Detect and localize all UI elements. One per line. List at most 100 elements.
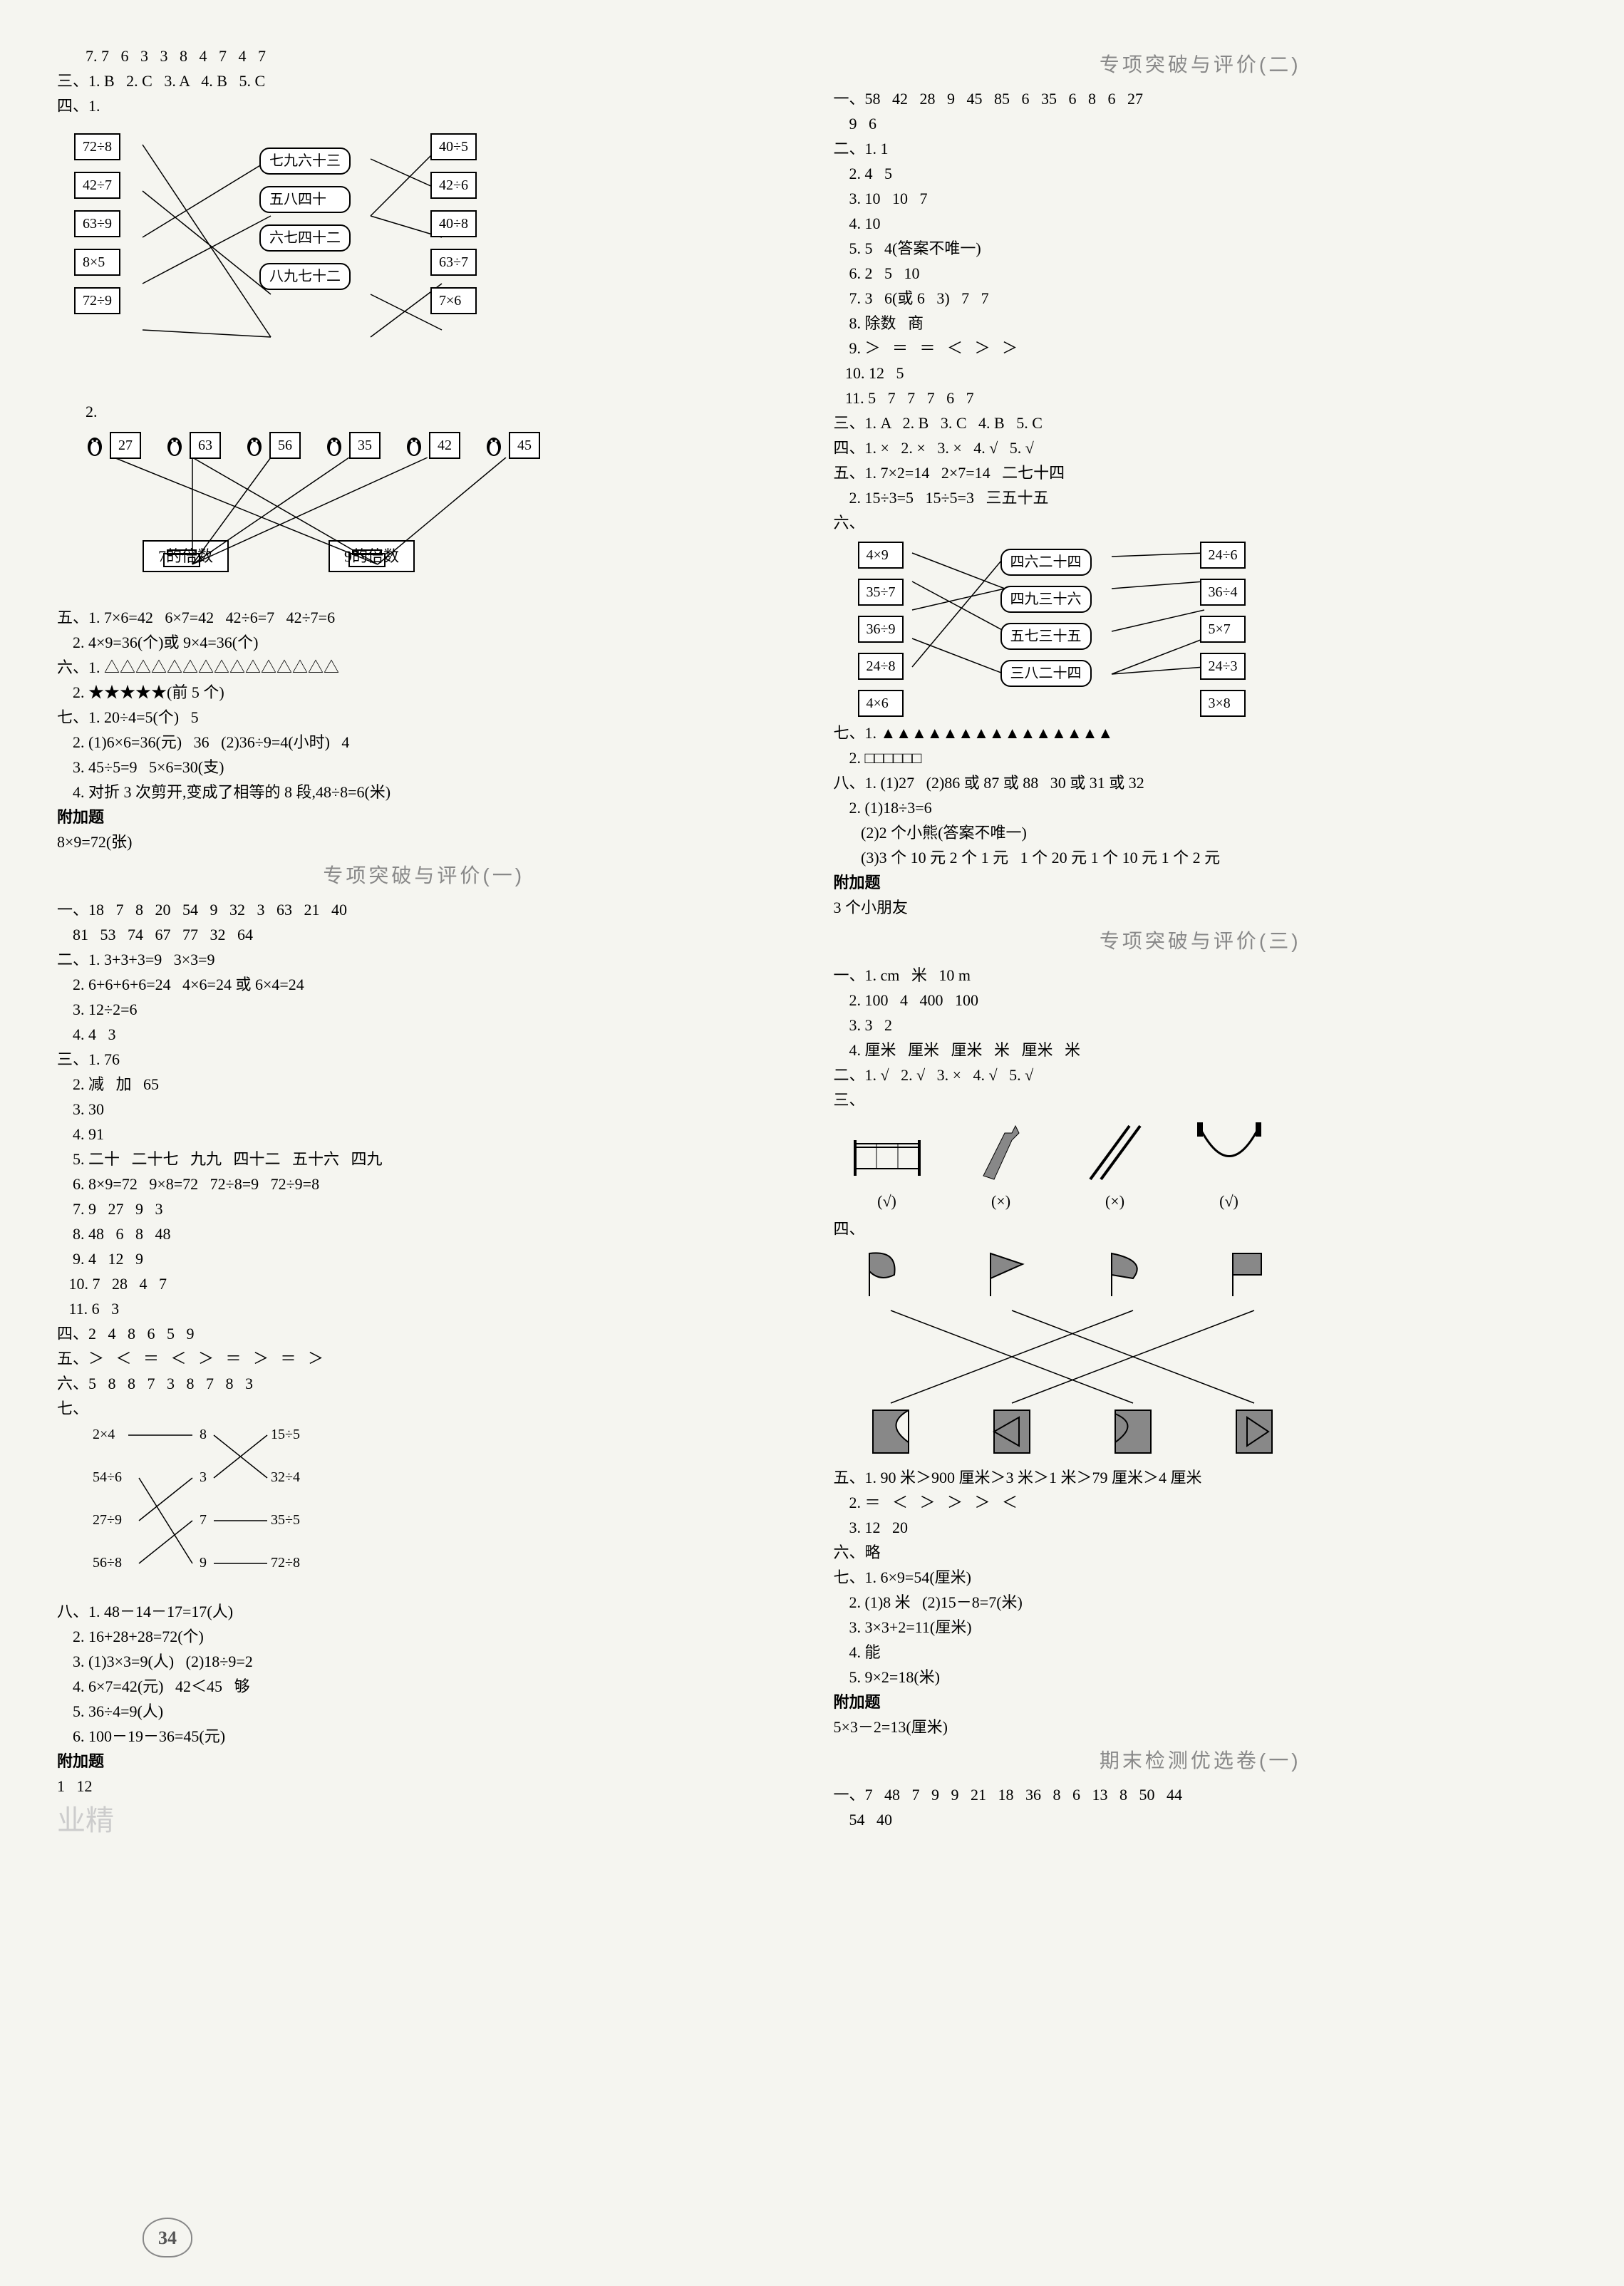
- ans-line: 2. (1)6×6=36(元) 36 (2)36÷9=4(小时) 4: [57, 730, 791, 754]
- ans-line: 3. 3 2: [834, 1013, 1568, 1037]
- ans-line: 3. 45÷5=9 5×6=30(支): [57, 755, 791, 779]
- expr: 54÷6: [93, 1469, 122, 1485]
- expr-box: 42÷7: [74, 172, 120, 199]
- phrase-pill: 三八二十四: [1000, 660, 1092, 687]
- expr-box: 63÷9: [74, 210, 120, 237]
- jumprope-icon: [1190, 1119, 1268, 1183]
- ans-line: 3. 10 10 7: [834, 187, 1568, 210]
- ans-line: 7. 7 6 3 3 8 4 7 4 7: [57, 44, 791, 68]
- ans-line: 9. 4 12 9: [57, 1247, 791, 1271]
- ans-line: 6. 100－19－36=45(元): [57, 1724, 791, 1748]
- ans-line: (3)3 个 10 元 2 个 1 元 1 个 20 元 1 个 10 元 1 …: [834, 846, 1568, 869]
- expr-box: 8×5: [74, 249, 120, 276]
- phrase-pill: 四六二十四: [1000, 549, 1092, 576]
- ans-line: 81 53 74 67 77 32 64: [57, 923, 791, 946]
- ans-line: 七、1. 20÷4=5(个) 5: [57, 705, 791, 729]
- expr-box: 35÷7: [858, 579, 904, 606]
- num-box: 42: [429, 432, 460, 459]
- ans-line: 2. □□□□□□: [834, 746, 1568, 770]
- expr-box: 7×6: [430, 287, 477, 314]
- ans-line: 五、1. 7×6=42 6×7=42 42÷6=7 42÷7=6: [57, 606, 791, 629]
- chopsticks-icon: [1076, 1119, 1154, 1183]
- flag-shape-icon: [862, 1403, 919, 1460]
- ans-line: 3. 30: [57, 1097, 791, 1121]
- ans-line: 二、1. √ 2. √ 3. × 4. √ 5. √: [834, 1063, 1568, 1087]
- ans-line: 6. 8×9=72 9×8=72 72÷8=9 72÷9=8: [57, 1172, 791, 1196]
- expr-box: 63÷7: [430, 249, 477, 276]
- expr: 2×4: [93, 1427, 115, 1442]
- ans-line: 六、5 8 8 7 3 8 7 8 3: [57, 1372, 791, 1395]
- expr-box: 24÷8: [858, 653, 904, 680]
- penguin-icon: [485, 434, 503, 457]
- object-row: (√) (×) (×) (√): [848, 1119, 1568, 1213]
- expr-box: 4×6: [858, 690, 904, 717]
- ans-line: 4. 能: [834, 1640, 1568, 1664]
- expr-box: 24÷3: [1200, 653, 1246, 680]
- section-title: 专项突破与评价(三): [834, 926, 1568, 956]
- ans-line: 5. 5 4(答案不唯一): [834, 237, 1568, 260]
- section-label: 四、1.: [57, 94, 791, 118]
- expr-box: 36÷9: [858, 616, 904, 643]
- ans-line: 二、1. 3+3+3=9 3×3=9: [57, 948, 791, 971]
- ans-line: 11. 6 3: [57, 1297, 791, 1320]
- ans-line: 五、1. 90 米＞900 厘米＞3 米＞1 米＞79 厘米＞4 厘米: [834, 1466, 1568, 1489]
- ans-line: 4. 91: [57, 1122, 791, 1146]
- ans-line: 六、1. △△△△△△△△△△△△△△△: [57, 656, 791, 679]
- ans-line: 2. (1)8 米 (2)15－8=7(米): [834, 1591, 1568, 1614]
- ans-line: 六、略: [834, 1541, 1568, 1564]
- ans-line: 八、1. (1)27 (2)86 或 87 或 88 30 或 31 或 32: [834, 771, 1568, 795]
- matching-diagram-1: 72÷8 42÷7 63÷9 8×5 72÷9 七九六十三 五八四十 六七四十二…: [57, 123, 599, 394]
- expr-box: 4×9: [858, 542, 904, 569]
- ans-line: 七、1. ▲▲▲▲▲▲▲▲▲▲▲▲▲▲▲: [834, 721, 1568, 745]
- ans-line: 10. 12 5: [834, 361, 1568, 385]
- extra-heading: 附加题: [834, 1690, 1568, 1714]
- num: 7: [200, 1512, 207, 1528]
- ans-line: 2. 15÷3=5 15÷5=3 三五十五: [834, 486, 1568, 510]
- ans-line: 三、1. A 2. B 3. C 4. B 5. C: [834, 411, 1568, 435]
- ans-line: 11. 5 7 7 7 6 7: [834, 386, 1568, 410]
- section-title: 专项突破与评价(二): [834, 50, 1568, 80]
- ans-line: 1 12: [57, 1774, 791, 1798]
- expr-box: 24÷6: [1200, 542, 1246, 569]
- ans-line: 4. 4 3: [57, 1023, 791, 1046]
- phrase-pill: 六七四十二: [259, 224, 351, 252]
- ans-line: 3. 12 20: [834, 1516, 1568, 1539]
- ans-line: 4. 厘米 厘米 厘米 米 厘米 米: [834, 1038, 1568, 1062]
- ans-line: 三、1. 76: [57, 1048, 791, 1071]
- expr: 35÷5: [271, 1512, 300, 1528]
- watermark: 业精: [57, 1799, 791, 1842]
- penguin-diagram: 27 63 56 35 42 45 7的倍数: [57, 429, 599, 600]
- expr: 32÷4: [271, 1469, 300, 1485]
- flag-match-diagram: [834, 1246, 1375, 1460]
- flag-icon: [862, 1246, 919, 1303]
- ans-line: 四、2 4 8 6 5 9: [57, 1322, 791, 1345]
- ans-line: 3 个小朋友: [834, 896, 1568, 919]
- section-label: 六、: [834, 511, 1568, 534]
- ans-line: 二、1. 1: [834, 137, 1568, 160]
- penguin-icon: [86, 434, 104, 457]
- penguin-icon: [325, 434, 343, 457]
- phrase-pill: 五七三十五: [1000, 623, 1092, 650]
- phrase-pill: 四九三十六: [1000, 586, 1092, 613]
- bed-icon: [848, 1119, 926, 1183]
- ans-line: 五、1. 7×2=14 2×7=14 二七十四: [834, 461, 1568, 485]
- page-badge: 34: [143, 2218, 192, 2257]
- ans-line: 七、1. 6×9=54(厘米): [834, 1566, 1568, 1589]
- flag-shape-icon: [1226, 1403, 1283, 1460]
- ans-line: 7. 3 6(或 6 3) 7 7: [834, 286, 1568, 310]
- expr-box: 5×7: [1200, 616, 1246, 643]
- expr: 56÷8: [93, 1555, 122, 1571]
- num: 9: [200, 1555, 207, 1571]
- ans-line: 2. 4×9=36(个)或 9×4=36(个): [57, 631, 791, 654]
- cross-match-diagram: 2×4 8 15÷5 54÷6 3 32÷4 27÷9 7 35÷5 56÷8 …: [86, 1424, 428, 1595]
- num-box: 63: [190, 432, 221, 459]
- ans-line: 五、＞ ＜ ＝ ＜ ＞ ＝ ＞ ＝ ＞: [57, 1347, 791, 1370]
- page-number: 34: [143, 2218, 192, 2257]
- flag-icon: [1226, 1246, 1283, 1303]
- ans-line: 10. 7 28 4 7: [57, 1272, 791, 1295]
- num: 3: [200, 1469, 207, 1485]
- section-label: 三、: [834, 1088, 1568, 1112]
- ans-line: (2)2 个小熊(答案不唯一): [834, 821, 1568, 844]
- flag-shape-icon: [1105, 1403, 1162, 1460]
- screwdriver-icon: [962, 1119, 1040, 1183]
